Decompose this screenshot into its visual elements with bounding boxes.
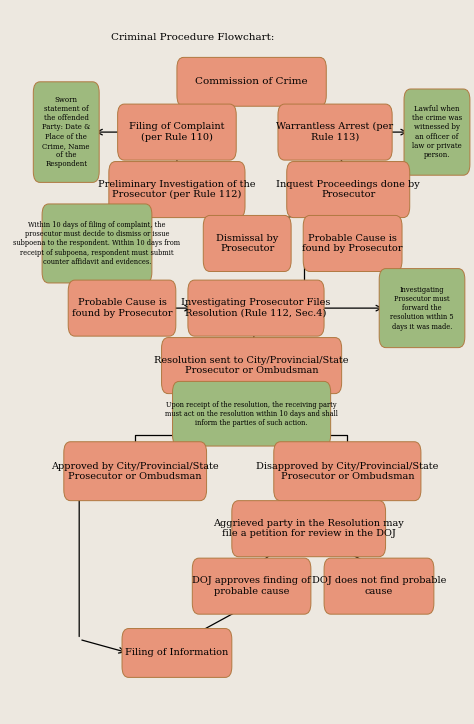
Text: Filing of Information: Filing of Information	[125, 649, 228, 657]
Text: Probable Cause is
found by Prosecutor: Probable Cause is found by Prosecutor	[72, 298, 172, 318]
Text: Resolution sent to City/Provincial/State
Prosecutor or Ombudsman: Resolution sent to City/Provincial/State…	[155, 356, 349, 375]
Text: Sworn
statement of
the offended
Party: Date &
Place of the
Crime, Name
of the
Re: Sworn statement of the offended Party: D…	[42, 96, 91, 168]
Text: DOJ does not find probable
cause: DOJ does not find probable cause	[312, 576, 446, 596]
FancyBboxPatch shape	[232, 501, 385, 557]
Text: Dismissal by
Prosecutor: Dismissal by Prosecutor	[216, 234, 278, 253]
FancyBboxPatch shape	[162, 337, 342, 394]
Text: Warrantless Arrest (per
Rule 113): Warrantless Arrest (per Rule 113)	[276, 122, 393, 142]
FancyBboxPatch shape	[203, 216, 291, 272]
Text: Filing of Complaint
(per Rule 110): Filing of Complaint (per Rule 110)	[129, 122, 225, 142]
Text: Upon receipt of the resolution, the receiving party
must act on the resolution w: Upon receipt of the resolution, the rece…	[165, 400, 338, 427]
Text: Within 10 days of filing of complaint, the
prosecutor must decide to dismiss or : Within 10 days of filing of complaint, t…	[13, 221, 181, 266]
FancyBboxPatch shape	[188, 280, 324, 336]
FancyBboxPatch shape	[379, 269, 465, 348]
Text: Preliminary Investigation of the
Prosecutor (per Rule 112): Preliminary Investigation of the Prosecu…	[98, 180, 255, 199]
Text: Criminal Procedure Flowchart:: Criminal Procedure Flowchart:	[111, 33, 274, 42]
FancyBboxPatch shape	[324, 558, 434, 614]
FancyBboxPatch shape	[404, 89, 470, 175]
Text: Probable Cause is
found by Prosecutor: Probable Cause is found by Prosecutor	[302, 234, 403, 253]
FancyBboxPatch shape	[64, 442, 207, 501]
FancyBboxPatch shape	[42, 204, 152, 283]
FancyBboxPatch shape	[122, 628, 232, 678]
FancyBboxPatch shape	[109, 161, 245, 218]
Text: Lawful when
the crime was
witnessed by
an officer of
law or private
person.: Lawful when the crime was witnessed by a…	[412, 105, 462, 159]
Text: Investigating Prosecutor Files
Resolution (Rule 112, Sec.4): Investigating Prosecutor Files Resolutio…	[181, 298, 331, 318]
FancyBboxPatch shape	[278, 104, 392, 160]
FancyBboxPatch shape	[274, 442, 421, 501]
Text: Approved by City/Provincial/State
Prosecutor or Ombudsman: Approved by City/Provincial/State Prosec…	[51, 461, 219, 481]
Text: Aggrieved party in the Resolution may
file a petition for review in the DOJ: Aggrieved party in the Resolution may fi…	[213, 519, 404, 539]
Text: Investigating
Prosecutor must
forward the
resolution within 5
days it was made.: Investigating Prosecutor must forward th…	[390, 286, 454, 331]
FancyBboxPatch shape	[177, 57, 326, 106]
FancyBboxPatch shape	[118, 104, 236, 160]
Text: DOJ approves finding of
probable cause: DOJ approves finding of probable cause	[192, 576, 311, 596]
FancyBboxPatch shape	[33, 82, 99, 182]
FancyBboxPatch shape	[173, 382, 331, 446]
Text: Inquest Proceedings done by
Prosecutor: Inquest Proceedings done by Prosecutor	[276, 180, 420, 199]
FancyBboxPatch shape	[192, 558, 311, 614]
FancyBboxPatch shape	[287, 161, 410, 218]
Text: Commission of Crime: Commission of Crime	[195, 77, 308, 86]
Text: Disapproved by City/Provincial/State
Prosecutor or Ombudsman: Disapproved by City/Provincial/State Pro…	[256, 461, 438, 481]
FancyBboxPatch shape	[68, 280, 176, 336]
FancyBboxPatch shape	[303, 216, 402, 272]
